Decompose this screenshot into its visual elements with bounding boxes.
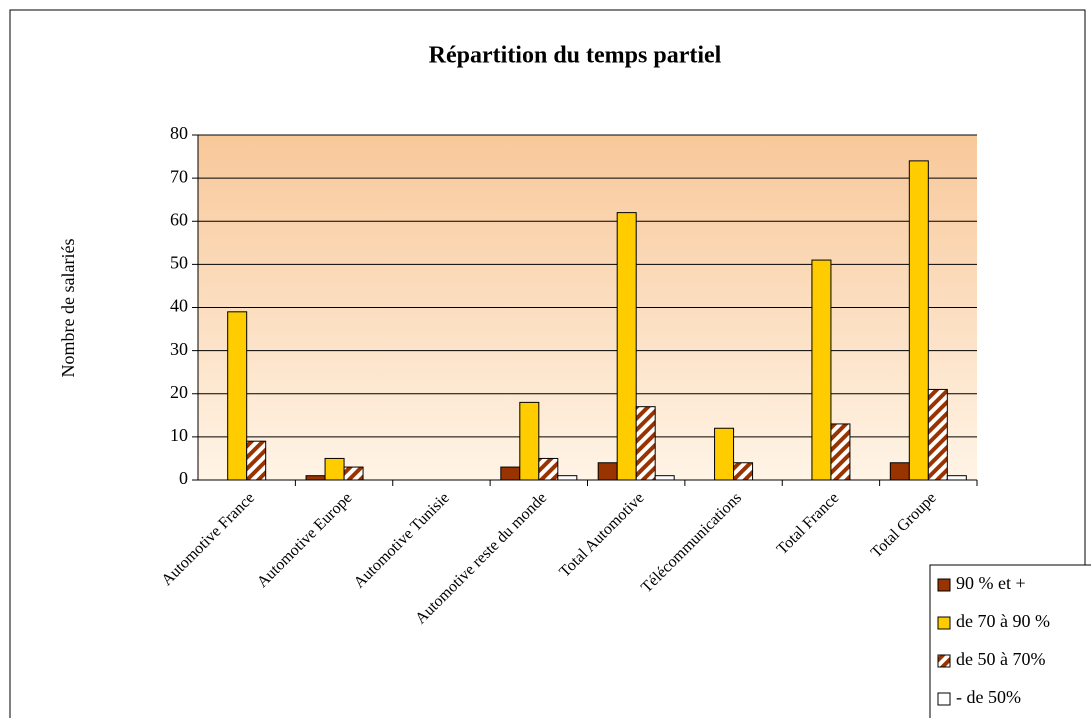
y-tick-label: 60 (170, 209, 188, 229)
bar (811, 259, 832, 481)
bar (654, 475, 675, 481)
bar (889, 462, 910, 481)
bar (927, 388, 948, 481)
x-tick-label: Total France (774, 489, 843, 558)
bar (557, 475, 578, 481)
bar (616, 212, 637, 481)
bar (305, 475, 326, 481)
bar (246, 440, 267, 481)
x-tick-label: Automotive Europe (254, 489, 356, 591)
chart-border (9, 9, 1086, 718)
chart-title: Répartition du temps partiel (429, 43, 722, 69)
bar (946, 475, 967, 481)
legend-label: - de 50% (956, 687, 1021, 707)
x-tick-label: Automotive France (158, 489, 258, 589)
bar (635, 406, 656, 481)
y-tick-label: 0 (179, 468, 188, 488)
y-axis-title: Nombre de salariés (58, 239, 78, 378)
x-tick-label: Total Groupe (868, 489, 940, 561)
bar (714, 427, 735, 481)
bar (227, 311, 248, 481)
bar (733, 462, 754, 481)
bar (519, 401, 540, 481)
y-tick-label: 70 (170, 166, 188, 186)
legend-swatch (937, 616, 951, 630)
x-tick-label: Automotive Tunisie (351, 489, 453, 591)
y-tick-label: 50 (170, 253, 188, 273)
bar (908, 160, 929, 481)
x-tick-label: Télécommunications (638, 489, 745, 596)
bar (343, 466, 364, 481)
bar (830, 423, 851, 481)
bar (324, 457, 345, 481)
bar (597, 462, 618, 481)
bar (500, 466, 521, 481)
x-tick-label: Total Automotive (556, 489, 647, 580)
y-tick-label: 80 (170, 123, 188, 143)
y-tick-label: 40 (170, 296, 188, 316)
legend-label: 90 % et + (956, 573, 1026, 593)
y-tick-label: 10 (170, 425, 188, 445)
legend-box (929, 564, 1091, 718)
legend-label: de 50 à 70% (956, 649, 1045, 669)
y-tick-label: 30 (170, 339, 188, 359)
y-tick-label: 20 (170, 382, 188, 402)
legend-swatch (937, 654, 951, 668)
legend-swatch (937, 578, 951, 592)
legend-swatch (937, 692, 951, 706)
legend-label: de 70 à 90 % (956, 611, 1050, 631)
bar (538, 457, 559, 481)
